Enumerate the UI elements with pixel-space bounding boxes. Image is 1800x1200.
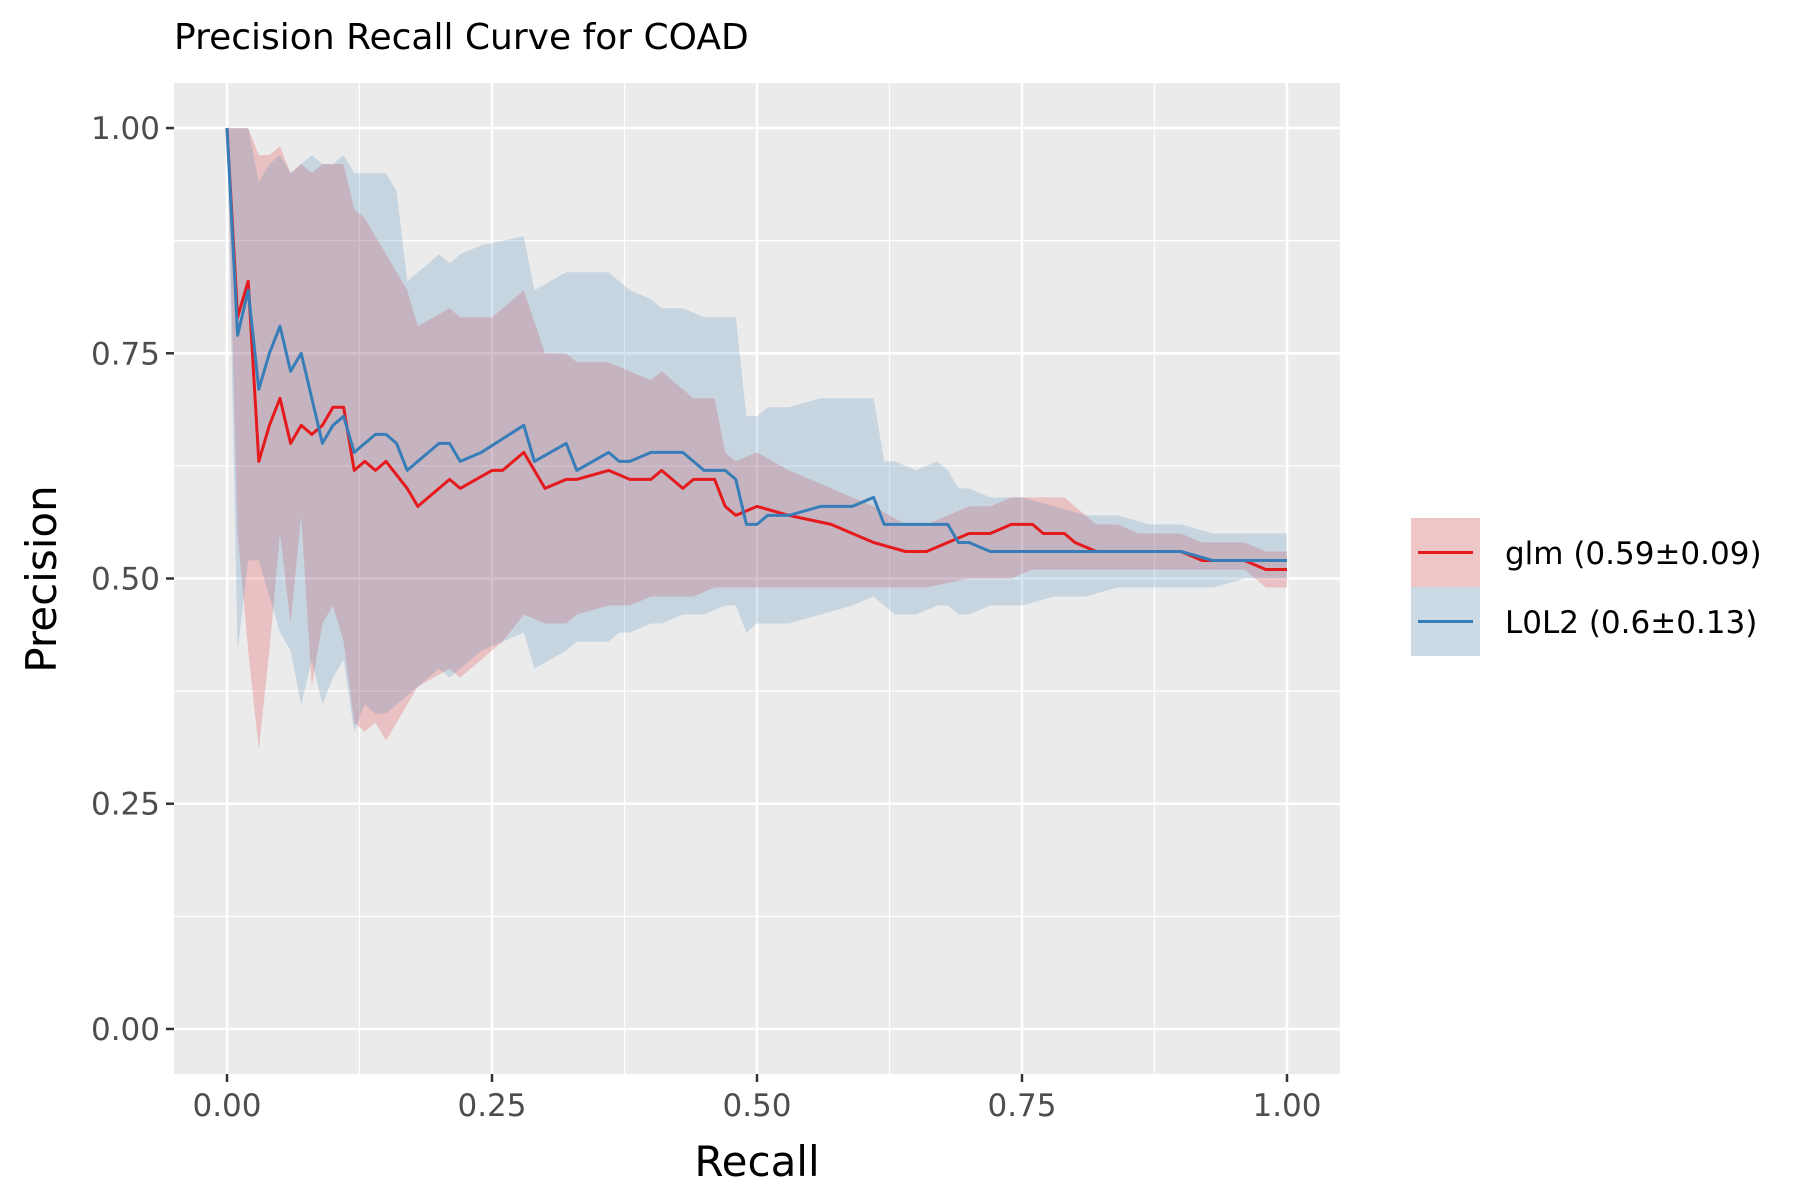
series-lines <box>225 127 1287 571</box>
x-tick-label: 1.00 <box>1252 1088 1321 1124</box>
x-axis-title: Recall <box>694 1137 819 1186</box>
line-series-2 <box>225 127 1287 562</box>
chart-title: Precision Recall Curve for COAD <box>174 17 749 58</box>
confidence-ribbons <box>227 128 1287 750</box>
y-tick-label: 1.00 <box>91 111 160 147</box>
y-axis-title: Precision <box>17 485 66 672</box>
ribbon-series-1 <box>227 128 1287 750</box>
x-tick-label: 0.75 <box>987 1088 1056 1124</box>
legend-label: glm (0.59±0.09) <box>1505 536 1762 572</box>
x-tick-label: 0.50 <box>722 1088 791 1124</box>
legend: glm (0.59±0.09) L0L2 (0.6±0.13) <box>1411 518 1762 656</box>
legend-label: L0L2 (0.6±0.13) <box>1505 605 1757 641</box>
y-tick-label: 0.00 <box>91 1012 160 1048</box>
major-gridlines <box>174 83 1340 1074</box>
y-axis: 0.00 0.25 0.50 0.75 1.00 <box>91 111 174 1048</box>
y-tick-label: 0.50 <box>91 562 160 598</box>
x-tick-label: 0.00 <box>192 1088 261 1124</box>
y-tick-label: 0.75 <box>91 336 160 372</box>
ribbon-series-2 <box>227 128 1287 732</box>
y-tick-label: 0.25 <box>91 787 160 823</box>
x-tick-label: 0.25 <box>457 1088 526 1124</box>
x-axis: 0.00 0.25 0.50 0.75 1.00 <box>192 1074 1322 1124</box>
